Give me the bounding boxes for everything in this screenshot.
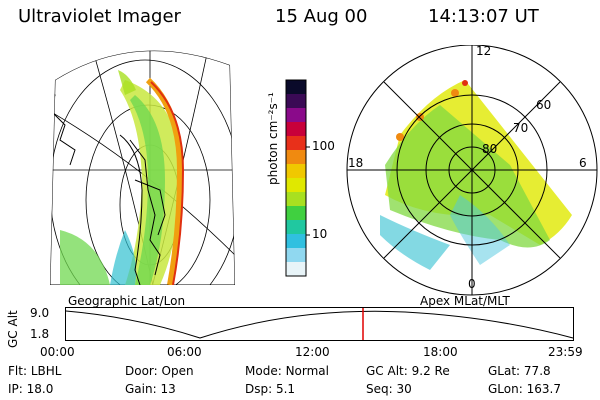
info-glon-label: GLon: xyxy=(488,382,523,396)
colorbar-cell xyxy=(286,122,306,137)
polar-grid xyxy=(346,45,598,296)
info-dsp-value: 5.1 xyxy=(275,382,296,396)
header-time: 14:13:07 UT xyxy=(428,6,539,27)
info-mode-label: Mode: xyxy=(245,364,282,378)
info-gain: Gain: 13 xyxy=(125,382,176,396)
geographic-grid xyxy=(50,50,235,285)
info-glat: GLat: 77.8 xyxy=(488,364,551,378)
lat-label-70: 70 xyxy=(513,121,529,135)
mlt-label-0: 0 xyxy=(468,277,476,291)
altitude-curve xyxy=(65,310,574,339)
lat-label-80: 80 xyxy=(482,142,498,156)
info-flt: Flt: LBHL xyxy=(8,364,61,378)
polar-caption: Apex MLat/MLT xyxy=(420,294,510,308)
header-date: 15 Aug 00 xyxy=(275,6,368,27)
info-seq-label: Seq: xyxy=(366,382,393,396)
mlt-label-6: 6 xyxy=(579,156,587,170)
info-glat-label: GLat: xyxy=(488,364,521,378)
info-dsp: Dsp: 5.1 xyxy=(245,382,295,396)
info-seq-value: 30 xyxy=(396,382,412,396)
info-glon: GLon: 163.7 xyxy=(488,382,561,396)
colorbar-cell xyxy=(286,94,306,109)
info-gain-value: 13 xyxy=(160,382,176,396)
colorbar-cell xyxy=(286,164,306,179)
mlt-label-12: 12 xyxy=(476,44,492,58)
info-gain-label: Gain: xyxy=(125,382,157,396)
info-flt-label: Flt: xyxy=(8,364,27,378)
timeline-x-0000: 00:00 xyxy=(40,345,75,359)
info-glon-value: 163.7 xyxy=(526,382,561,396)
geographic-map-panel xyxy=(50,50,235,285)
colorbar xyxy=(285,79,310,277)
timeline-y-min: 1.8 xyxy=(30,327,50,341)
info-glat-value: 77.8 xyxy=(523,364,551,378)
geographic-caption: Geographic Lat/Lon xyxy=(68,294,186,308)
info-door-value: Open xyxy=(161,364,194,378)
timeline-axis-label: GC Alt xyxy=(6,310,20,348)
info-mode-value: Normal xyxy=(285,364,329,378)
mlt-label-18: 18 xyxy=(348,156,364,170)
colorbar-cell xyxy=(286,178,306,193)
info-gc-alt-value: 9.2 Re xyxy=(411,364,450,378)
colorbar-cell xyxy=(286,262,306,277)
colorbar-cell xyxy=(286,220,306,235)
timeline-x-0600: 06:00 xyxy=(167,345,202,359)
polar-plot-panel xyxy=(346,45,598,296)
info-door-label: Door: xyxy=(125,364,158,378)
colorbar-cell xyxy=(286,150,306,165)
colorbar-cell xyxy=(286,108,306,123)
colorbar-cell xyxy=(286,206,306,221)
info-door: Door: Open xyxy=(125,364,194,378)
colorbar-cell xyxy=(286,248,306,263)
info-dsp-label: Dsp: xyxy=(245,382,273,396)
auroral-emission xyxy=(60,70,185,285)
timeline-x-2359: 23:59 xyxy=(548,345,583,359)
lat-label-60: 60 xyxy=(536,98,552,112)
info-ip-label: IP: xyxy=(8,382,23,396)
info-gc-alt: GC Alt: 9.2 Re xyxy=(366,364,450,378)
colorbar-tick-10: 10 xyxy=(312,227,328,241)
info-ip: IP: 18.0 xyxy=(8,382,53,396)
colorbar-tick-100: 100 xyxy=(312,139,335,153)
altitude-timeline xyxy=(65,307,574,341)
info-flt-value: LBHL xyxy=(30,364,62,378)
polar-auroral-emission xyxy=(380,80,572,270)
colorbar-cell xyxy=(286,136,306,151)
info-ip-value: 18.0 xyxy=(26,382,54,396)
colorbar-unit-label: photon cm⁻²s⁻¹ xyxy=(266,92,280,185)
timeline-x-1200: 12:00 xyxy=(295,345,330,359)
colorbar-gradient xyxy=(286,80,306,277)
coastlines xyxy=(50,59,166,285)
colorbar-cell xyxy=(286,192,306,207)
info-seq: Seq: 30 xyxy=(366,382,412,396)
instrument-title: Ultraviolet Imager xyxy=(18,6,181,27)
info-mode: Mode: Normal xyxy=(245,364,329,378)
info-gc-alt-label: GC Alt: xyxy=(366,364,408,378)
colorbar-cell xyxy=(286,234,306,249)
colorbar-cell xyxy=(286,80,306,95)
timeline-y-max: 9.0 xyxy=(30,306,50,320)
timeline-x-1800: 18:00 xyxy=(423,345,458,359)
